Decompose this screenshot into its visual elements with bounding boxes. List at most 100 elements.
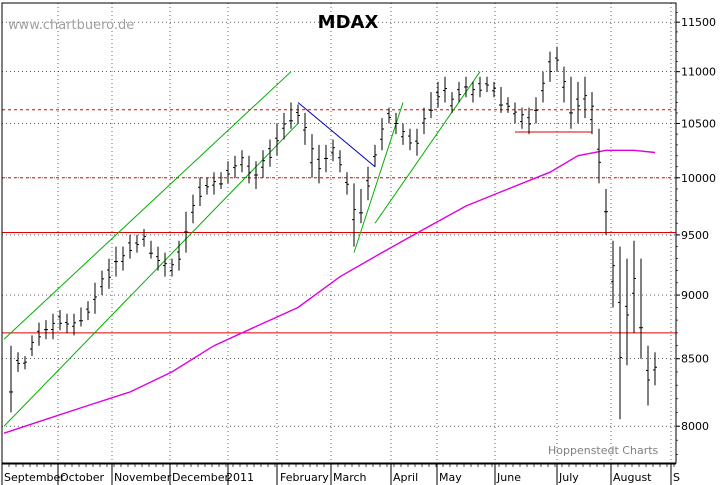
price-bar bbox=[240, 150, 244, 173]
price-bar bbox=[16, 352, 20, 372]
y-tick-label: 11500 bbox=[681, 16, 716, 29]
x-tick-label: 2011 bbox=[226, 471, 254, 484]
price-bar bbox=[79, 307, 83, 327]
price-bar bbox=[86, 301, 90, 321]
price-bar bbox=[394, 112, 398, 135]
price-bar bbox=[233, 155, 237, 178]
price-bar bbox=[9, 345, 13, 413]
horizontal-lines bbox=[2, 109, 676, 334]
price-bar bbox=[296, 104, 300, 124]
price-bar bbox=[275, 123, 279, 156]
price-bar bbox=[247, 155, 251, 184]
y-tick-label: 9500 bbox=[681, 229, 709, 242]
price-bar bbox=[205, 177, 209, 195]
price-bar bbox=[114, 246, 118, 277]
price-bar bbox=[163, 252, 167, 277]
y-tick-label: 9000 bbox=[681, 289, 709, 302]
price-bar bbox=[23, 356, 27, 370]
price-bar bbox=[261, 150, 265, 178]
credit-label: Hoppenstedt Charts bbox=[548, 444, 659, 457]
price-bar bbox=[303, 112, 307, 145]
price-bar bbox=[632, 240, 636, 333]
x-tick-label: July bbox=[558, 471, 579, 484]
y-axis: 11500 11000 10500 10000 9500 9000 8500 8000 bbox=[676, 12, 716, 455]
price-bar bbox=[198, 177, 202, 206]
price-bar bbox=[289, 102, 293, 129]
trend-line bbox=[374, 71, 481, 224]
price-bar bbox=[128, 234, 132, 259]
price-bar bbox=[44, 320, 48, 340]
price-bar bbox=[65, 313, 69, 333]
trend-line bbox=[297, 102, 376, 168]
price-bar bbox=[345, 172, 349, 195]
price-bar bbox=[520, 107, 524, 129]
price-bar bbox=[499, 86, 503, 113]
price-bar bbox=[93, 282, 97, 314]
price-bar bbox=[611, 240, 615, 308]
x-tick-label: S bbox=[673, 471, 680, 484]
price-bar bbox=[471, 81, 475, 103]
moving-average bbox=[3, 149, 656, 434]
price-bar bbox=[548, 51, 552, 82]
y-tick-label: 10500 bbox=[681, 117, 716, 130]
x-tick-label: April bbox=[393, 471, 418, 484]
price-bar bbox=[142, 229, 146, 247]
price-bar bbox=[184, 211, 188, 253]
price-bar bbox=[121, 246, 125, 271]
price-bar bbox=[135, 234, 139, 253]
price-bar bbox=[219, 172, 223, 189]
price-bar bbox=[226, 161, 230, 184]
price-bar bbox=[464, 76, 468, 98]
price-bar bbox=[555, 46, 559, 72]
price-bar bbox=[415, 128, 419, 156]
x-tick-label: November bbox=[114, 471, 172, 484]
price-bar bbox=[268, 139, 272, 167]
price-bar bbox=[422, 107, 426, 135]
price-bar bbox=[30, 335, 34, 357]
price-bar bbox=[562, 66, 566, 103]
price-bar bbox=[170, 258, 174, 277]
price-bar bbox=[534, 97, 538, 124]
x-tick-label: June bbox=[496, 471, 521, 484]
price-bar bbox=[310, 134, 314, 178]
price-bar bbox=[156, 246, 160, 271]
price-bars bbox=[9, 46, 657, 420]
price-bar bbox=[569, 76, 573, 129]
price-bar bbox=[401, 123, 405, 145]
price-bar bbox=[366, 166, 370, 201]
price-bar bbox=[492, 81, 496, 98]
trend-line bbox=[3, 71, 292, 340]
price-bar bbox=[429, 92, 433, 119]
chart-title: MDAX bbox=[318, 12, 379, 33]
price-bar bbox=[583, 76, 587, 119]
y-tick-label: 10000 bbox=[681, 172, 716, 185]
price-bar bbox=[51, 313, 55, 340]
price-bar bbox=[37, 322, 41, 346]
price-bar bbox=[380, 118, 384, 151]
x-tick-label: December bbox=[172, 471, 230, 484]
y-tick-label: 8000 bbox=[681, 420, 709, 433]
watermark: www.chartbuero.de bbox=[8, 18, 134, 33]
trend-line bbox=[3, 123, 299, 427]
price-bar bbox=[72, 313, 76, 336]
price-bar bbox=[191, 194, 195, 224]
price-bar bbox=[331, 139, 335, 162]
trend-line bbox=[353, 102, 404, 253]
moving-average-line bbox=[3, 149, 656, 434]
plot-frame bbox=[1, 2, 677, 464]
price-bar bbox=[254, 161, 258, 189]
price-bar bbox=[597, 128, 601, 184]
price-bar bbox=[359, 188, 363, 224]
price-bar bbox=[212, 172, 216, 195]
price-bar bbox=[100, 270, 104, 296]
price-bar bbox=[457, 81, 461, 103]
x-tick-label: February bbox=[280, 471, 329, 484]
price-bar bbox=[324, 144, 328, 173]
price-bar bbox=[149, 240, 153, 259]
price-bar bbox=[352, 183, 356, 247]
price-bar bbox=[387, 107, 391, 124]
price-bar bbox=[541, 71, 545, 103]
price-bar bbox=[338, 150, 342, 173]
